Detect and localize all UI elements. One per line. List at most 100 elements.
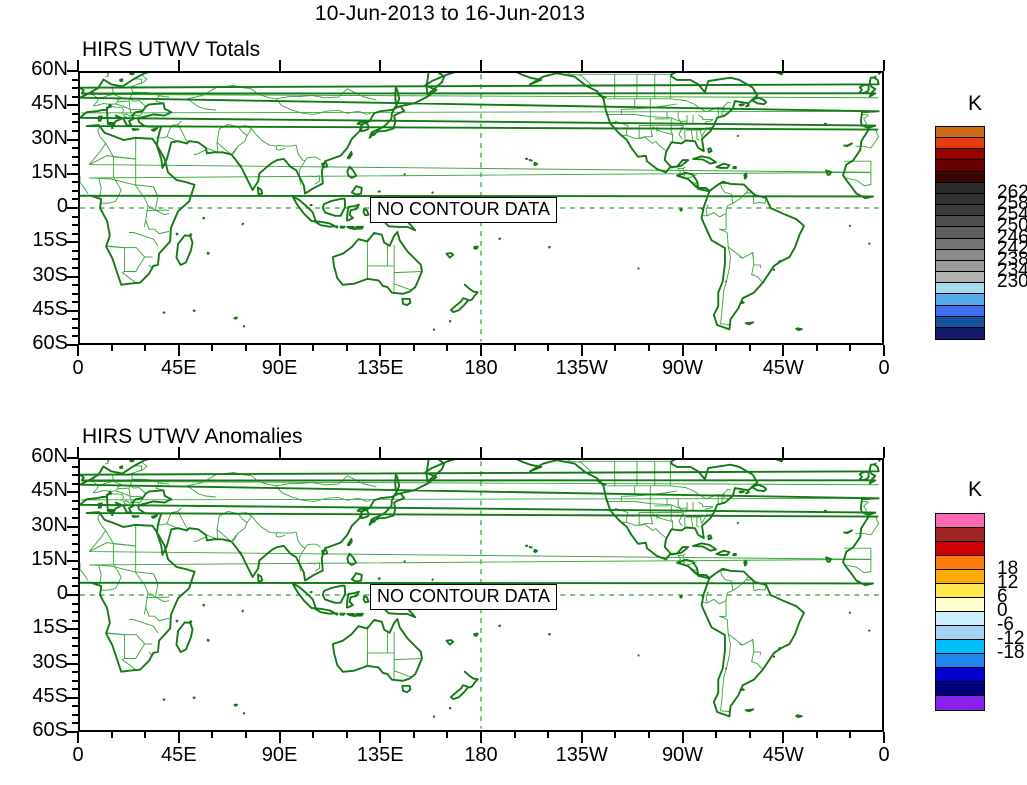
colorbar-band [936,216,984,228]
map-plot-totals[interactable] [78,71,884,345]
colorbar-tick-label: -6 [997,614,1014,635]
map-coastline [679,208,683,212]
map-border-line [121,658,136,671]
axis-label-longitude: 45W [762,744,804,766]
colorbar-tick-label: 234 [997,260,1027,282]
map-coastline [548,246,551,249]
map-plot-anomalies[interactable] [78,458,884,732]
map-coastline [151,127,159,132]
map-border-line [685,513,714,518]
map-coastline [175,619,179,623]
map-coastline [175,234,194,266]
axis-label-latitude: 45N [31,479,68,502]
map-border-line [697,114,714,121]
axis-minor-tick-longitude [446,732,449,738]
map-border-line [106,245,125,249]
map-border-line [699,129,703,137]
axis-label-latitude: 45N [31,92,68,115]
colorbar-band [936,316,984,328]
world-map-anomalies [80,460,882,729]
colorbar-band [936,160,984,172]
colorbar-unit-anomalies: K [967,478,982,501]
colorbar-band [936,682,984,696]
no-contour-data-label-totals: NO CONTOUR DATA [370,197,558,223]
map-coastline [449,283,479,313]
map-coastline [377,577,381,580]
map-border-line [720,256,731,325]
map-border-line [145,607,170,622]
colorbar-band [936,570,984,584]
axis-minor-tick-latitude [72,594,78,596]
axis-minor-tick-latitude [72,576,78,579]
map-border-line [861,500,869,513]
map-coastline [313,607,337,615]
axis-minor-tick-longitude [77,345,79,351]
axis-label-latitude: 15N [31,160,68,183]
map-border-line [607,98,732,113]
colorbar-anomalies[interactable] [935,513,985,711]
axis-tick-longitude-top [883,60,885,71]
map-coastline [355,225,364,230]
colorbar-band [936,249,984,261]
map-coastline [473,245,479,250]
axis-label-latitude: 60N [31,445,68,467]
axis-minor-tick-latitude [72,645,78,648]
map-border-line [115,488,131,498]
colorbar-tick-label: 18 [997,558,1019,579]
colorbar-band [936,598,984,612]
map-coastline [192,309,196,313]
axis-minor-tick-longitude [446,345,449,351]
axis-tick-longitude-top [883,447,885,458]
axis-tick-longitude-top [278,447,281,458]
axis-minor-tick-latitude [72,207,78,209]
map-border-line [105,143,136,160]
map-coastline [202,603,206,607]
axis-minor-tick-longitude [614,732,617,738]
map-border-line [130,109,144,115]
axis-minor-tick-latitude [72,696,78,699]
axis-minor-tick-longitude [748,732,751,738]
axis-minor-tick-longitude [782,345,785,351]
axis-minor-tick-latitude [72,129,78,132]
axis-label-latitude: 30S [32,650,68,673]
axis-minor-tick-longitude [412,732,415,738]
map-coastline [448,320,452,323]
axis-minor-tick-latitude [72,568,78,571]
axis-tick-longitude-top [782,447,785,458]
map-coastline [331,618,423,682]
axis-minor-tick-longitude [849,732,852,738]
axis-minor-tick-latitude [72,95,78,98]
axis-label-longitude: 0 [878,744,890,766]
map-coastline [377,190,381,193]
map-coastline [241,609,245,613]
axis-minor-tick-longitude [412,345,415,351]
axis-minor-tick-longitude [312,732,315,738]
map-coastline [346,612,357,618]
axis-minor-tick-latitude [72,189,78,192]
map-border-line [135,158,149,228]
colorbar-totals[interactable] [935,126,985,340]
axis-minor-tick-latitude [72,147,78,150]
map-coastline [676,171,711,193]
map-coastline [445,252,455,259]
axis-minor-tick-longitude [278,345,281,351]
axis-minor-tick-latitude [72,491,78,494]
axis-label-latitude: 15S [32,229,68,252]
axis-minor-tick-latitude [72,258,78,261]
map-coastline [676,558,711,580]
map-coastline [700,567,805,718]
axis-minor-tick-latitude [72,309,78,312]
map-border-line [676,554,685,564]
map-coastline [525,544,529,548]
axis-tick-longitude-top [580,60,583,71]
map-border-line [727,246,754,259]
axis-minor-tick-longitude [883,732,885,738]
map-border-line [171,120,182,127]
map-coastline [775,73,784,76]
map-border-line [676,167,685,177]
axis-minor-tick-latitude [72,474,78,477]
map-border-line [147,205,170,216]
map-coastline [131,514,140,518]
map-border-line [720,643,731,712]
axis-minor-tick-longitude [244,345,247,351]
